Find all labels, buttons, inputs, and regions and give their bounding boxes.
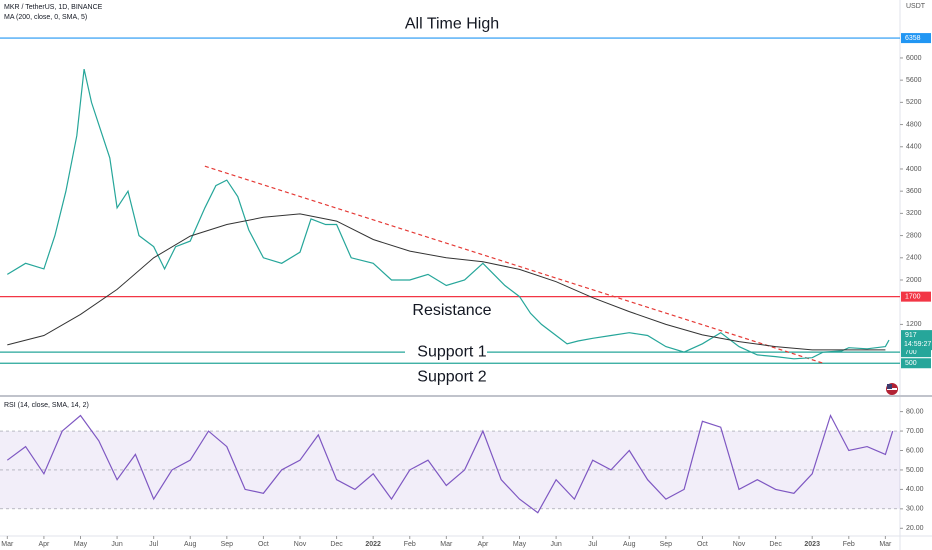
price-badge-label: 1700 bbox=[905, 293, 921, 300]
y-tick-label: 30.00 bbox=[906, 506, 924, 513]
y-tick-label: 60.00 bbox=[906, 447, 924, 454]
y-tick-label: 20.00 bbox=[906, 525, 924, 532]
x-tick-label: Aug bbox=[623, 541, 636, 548]
x-tick-label: Feb bbox=[843, 541, 855, 548]
y-tick-label: 4800 bbox=[906, 121, 922, 128]
y-tick-label: 4400 bbox=[906, 144, 922, 151]
last-price-badge bbox=[901, 330, 932, 351]
price-badge bbox=[901, 33, 931, 44]
level-annotation: Support 1 bbox=[417, 343, 486, 360]
y-tick-label: 50.00 bbox=[906, 467, 924, 474]
y-tick-label: 6000 bbox=[906, 55, 922, 62]
ma-line bbox=[7, 213, 886, 351]
x-tick-label: Oct bbox=[258, 541, 269, 548]
x-tick-label: May bbox=[513, 541, 527, 548]
x-tick-label: Mar bbox=[1, 541, 14, 548]
x-tick-label: Apr bbox=[38, 541, 50, 548]
y-tick-label: 70.00 bbox=[906, 428, 924, 435]
y-tick-label: 4000 bbox=[906, 166, 922, 173]
x-tick-label: Mar bbox=[440, 541, 453, 548]
price-badge-label: 700 bbox=[905, 349, 917, 356]
x-tick-label: Dec bbox=[330, 541, 343, 548]
x-tick-label: Oct bbox=[697, 541, 708, 548]
x-tick-label: Aug bbox=[184, 541, 197, 548]
level-annotation: Resistance bbox=[412, 302, 491, 319]
y-tick-label: 3600 bbox=[906, 188, 922, 195]
trendline bbox=[204, 165, 824, 364]
y-tick-label: 5200 bbox=[906, 99, 922, 106]
legend-rsi: RSI (14, close, SMA, 14, 2) bbox=[4, 402, 89, 409]
price-badge bbox=[901, 358, 931, 369]
x-tick-label: Jun bbox=[111, 541, 122, 548]
legend-ma: MA (200, close, 0, SMA, 5) bbox=[4, 14, 87, 21]
countdown: 14:59:27 bbox=[904, 341, 931, 348]
price-badge bbox=[901, 291, 931, 302]
price-badge-label: 500 bbox=[905, 360, 917, 367]
x-tick-label: 2023 bbox=[804, 541, 820, 548]
price-badge-label: 6358 bbox=[905, 35, 921, 42]
x-tick-label: Nov bbox=[733, 541, 746, 548]
y-tick-label: 5600 bbox=[906, 77, 922, 84]
price-badge bbox=[901, 347, 931, 358]
x-tick-label: Jul bbox=[149, 541, 158, 548]
y-tick-label: 2800 bbox=[906, 232, 922, 239]
x-tick-label: May bbox=[74, 541, 88, 548]
x-tick-label: Nov bbox=[294, 541, 307, 548]
currency-label: USDT bbox=[906, 3, 926, 10]
price-line bbox=[6, 413, 894, 514]
x-tick-label: Apr bbox=[477, 541, 489, 548]
last-price: 917 bbox=[905, 332, 917, 339]
x-tick-label: Sep bbox=[660, 541, 673, 548]
y-tick-label: 40.00 bbox=[906, 486, 924, 493]
y-tick-label: 1200 bbox=[906, 321, 922, 328]
y-tick-label: 2000 bbox=[906, 277, 922, 284]
legend-price: MKR / TetherUS, 1D, BINANCE bbox=[4, 4, 103, 11]
y-tick-label: 80.00 bbox=[906, 408, 924, 415]
y-tick-label: 2400 bbox=[906, 255, 922, 262]
x-tick-label: Feb bbox=[404, 541, 416, 548]
flag-icon bbox=[886, 383, 898, 395]
y-tick-label: 3200 bbox=[906, 210, 922, 217]
price-line bbox=[6, 68, 890, 360]
x-tick-label: Jul bbox=[588, 541, 597, 548]
level-annotation: Support 2 bbox=[417, 368, 486, 385]
x-tick-label: Jun bbox=[550, 541, 561, 548]
x-tick-label: Mar bbox=[879, 541, 892, 548]
x-tick-label: 2022 bbox=[365, 541, 381, 548]
level-annotation: All Time High bbox=[405, 15, 499, 32]
label-gap bbox=[405, 344, 487, 361]
x-tick-label: Sep bbox=[221, 541, 234, 548]
x-tick-label: Dec bbox=[769, 541, 782, 548]
